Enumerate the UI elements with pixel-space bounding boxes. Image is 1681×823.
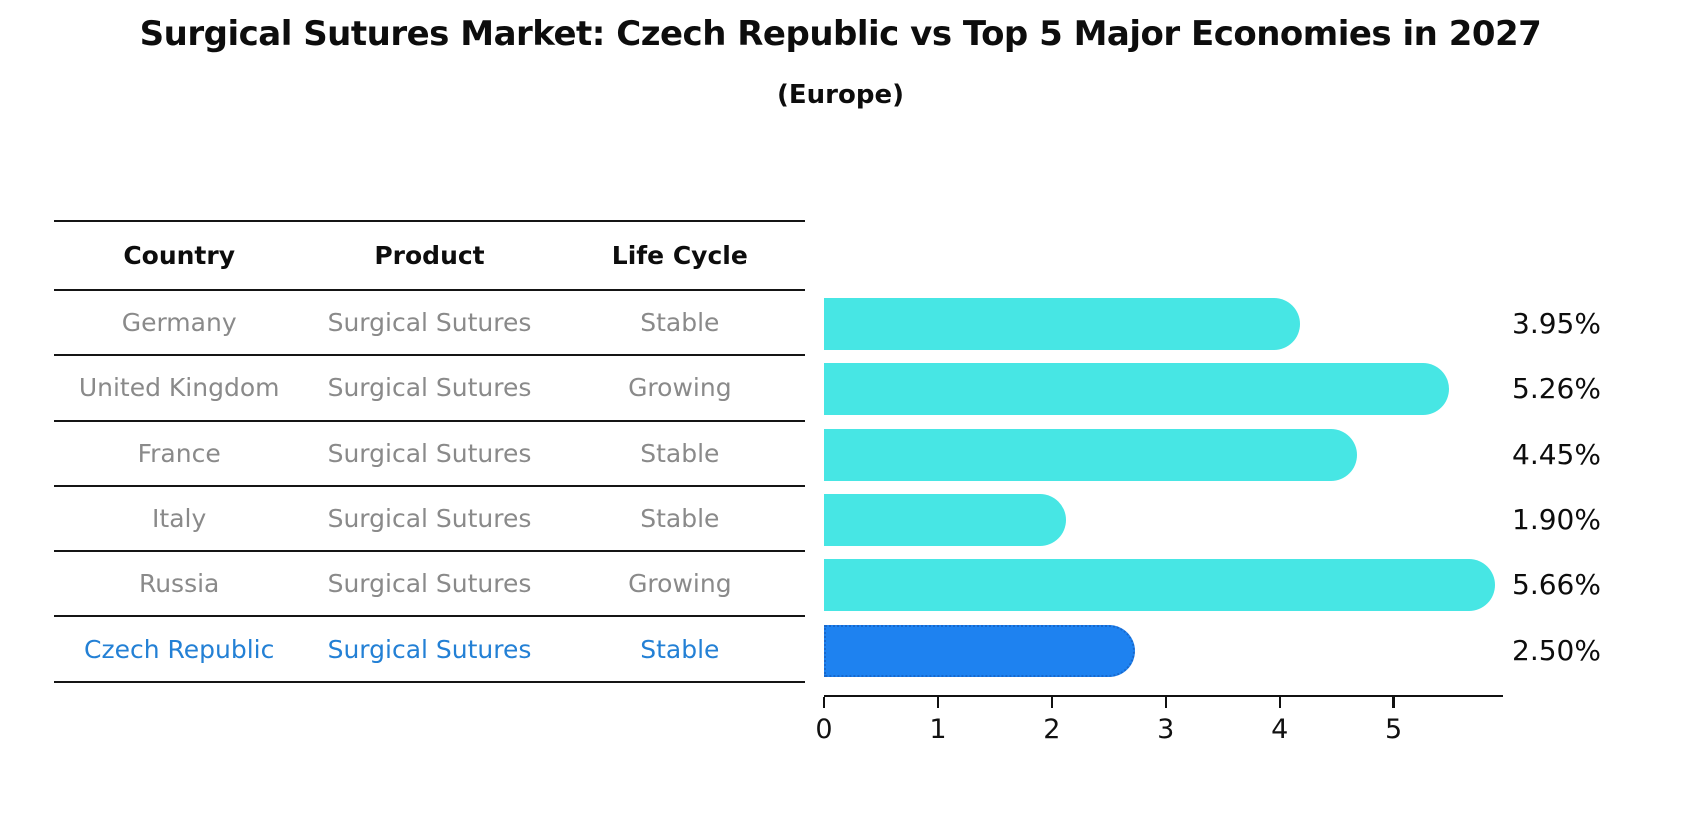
x-axis-line [824, 695, 1503, 698]
cell-product: Surgical Sutures [327, 634, 532, 664]
bar-czech-republic [824, 624, 1135, 677]
x-tick-label: 4 [1271, 714, 1289, 745]
x-tick-label: 3 [1157, 714, 1175, 745]
cell-product: Surgical Sutures [327, 504, 532, 534]
cell-country: Italy [152, 504, 207, 534]
cell-product: Surgical Sutures [327, 438, 532, 468]
table-row-italy: Italy Surgical Sutures Stable [54, 487, 805, 553]
x-tick [1164, 697, 1167, 708]
bar-italy [824, 493, 1067, 546]
x-tick [1392, 697, 1395, 708]
cell-lifecycle: Growing [628, 373, 732, 403]
x-tick [936, 697, 940, 708]
table-body: Germany Surgical Sutures Stable United King… [54, 291, 805, 683]
x-tick-label: 1 [929, 714, 947, 745]
x-tick [1050, 697, 1054, 708]
cell-country: France [137, 438, 221, 468]
value-label-russia: 5.66% [1512, 568, 1601, 602]
cell-lifecycle: Growing [628, 569, 732, 599]
table-header-row: Country Product Life Cycle [54, 222, 805, 291]
table-row-united-kingdom: United Kingdom Surgical Sutures Growing [54, 356, 805, 422]
bar-russia [824, 559, 1495, 612]
bar-united-kingdom [824, 363, 1450, 416]
cell-lifecycle: Stable [640, 504, 720, 534]
bar-france [824, 428, 1357, 481]
cell-country: Russia [138, 569, 220, 599]
cell-lifecycle: Stable [640, 438, 720, 468]
cell-country: United Kingdom [78, 373, 280, 403]
table-row-germany: Germany Surgical Sutures Stable [54, 291, 805, 357]
value-label-italy: 1.90% [1512, 502, 1601, 536]
cell-product: Surgical Sutures [327, 308, 532, 338]
value-label-czech-republic: 2.50% [1512, 633, 1601, 667]
cell-lifecycle: Stable [640, 308, 720, 338]
chart-subtitle: (Europe) [777, 80, 904, 110]
x-tick-label: 2 [1043, 714, 1061, 745]
table-row-france: France Surgical Sutures Stable [54, 422, 805, 487]
value-label-germany: 3.95% [1512, 307, 1601, 340]
value-label-france: 4.45% [1512, 437, 1601, 471]
cell-product: Surgical Sutures [327, 373, 532, 403]
x-tick-label: 5 [1385, 714, 1403, 745]
bar-germany [824, 298, 1300, 350]
cell-product: Surgical Sutures [327, 569, 532, 599]
x-tick [822, 697, 826, 708]
chart-title: Surgical Sutures Market: Czech Republic … [139, 14, 1542, 54]
cell-country: Germany [121, 308, 237, 338]
table-row-russia: Russia Surgical Sutures Growing [54, 552, 805, 618]
table-row-czech-republic: Czech Republic Surgical Sutures Stable [54, 617, 805, 683]
x-tick [1278, 697, 1281, 708]
country-table: Country Product Life Cycle Germany Surgic… [54, 220, 805, 683]
x-tick-label: 0 [815, 714, 833, 745]
value-label-united-kingdom: 5.26% [1512, 372, 1601, 406]
col-header-lifecycle: Life Cycle [611, 241, 748, 270]
col-header-country: Country [123, 241, 236, 270]
cell-country: Czech Republic [83, 634, 275, 664]
cell-lifecycle: Stable [640, 634, 720, 664]
col-header-product: Product [374, 241, 485, 270]
